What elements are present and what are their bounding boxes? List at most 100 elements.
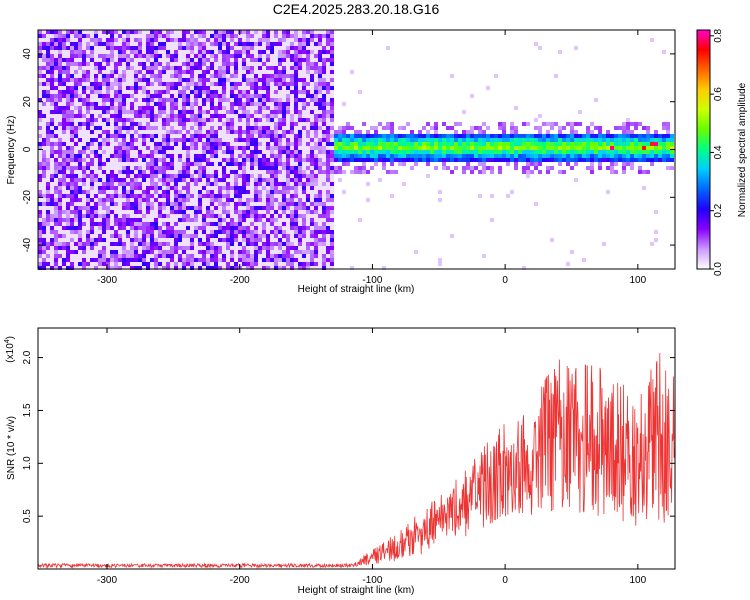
spectrogram-cell [122, 62, 126, 66]
spectrogram-cell [242, 198, 246, 202]
spectrogram-cell [166, 118, 170, 122]
spectrogram-cell [126, 226, 130, 230]
spectrogram-cell [102, 258, 106, 262]
spectrogram-cell [462, 166, 466, 170]
spectrogram-cell [258, 166, 262, 170]
spectrogram-cell [314, 42, 318, 46]
spectrogram-cell [306, 94, 310, 98]
spectrogram-cell [110, 66, 114, 70]
spectrogram-cell [314, 230, 318, 234]
spectrogram-cell [218, 42, 222, 46]
spectrogram-cell [406, 158, 410, 162]
spectrogram-cell [42, 126, 46, 130]
spectrogram-cell [162, 102, 166, 106]
spectrogram-cell [114, 258, 118, 262]
spectrogram-cell [278, 218, 282, 222]
spectrogram-cell [174, 138, 178, 142]
spectrogram-cell [222, 234, 226, 238]
spectrogram-cell [230, 234, 234, 238]
spectrogram-cell [322, 230, 326, 234]
spectrogram-cell [230, 254, 234, 258]
spectrogram-cell [278, 254, 282, 258]
spectrogram-cell [202, 38, 206, 42]
spectrogram-cell [42, 238, 46, 242]
spectrogram-cell [214, 150, 218, 154]
spectrogram-cell [130, 34, 134, 38]
spectrogram-cell [202, 254, 206, 258]
spectrogram-cell [50, 66, 54, 70]
spectrogram-cell [306, 138, 310, 142]
spectrogram-cell [210, 102, 214, 106]
spectrogram-cell [230, 258, 234, 262]
spectrogram-cell [474, 146, 478, 150]
spectrogram-cell [482, 154, 486, 158]
spectrogram-cell [250, 114, 254, 118]
spectrogram-cell [66, 82, 70, 86]
spectrogram-cell [278, 166, 282, 170]
spectrogram-cell [242, 142, 246, 146]
spectrogram-cell [278, 110, 282, 114]
spectrogram-cell [226, 250, 230, 254]
spectrogram-cell [62, 98, 66, 102]
spectrogram-cell [78, 94, 82, 98]
spectrogram-cell [98, 130, 102, 134]
spectrogram-cell [146, 190, 150, 194]
spectrogram-cell [282, 234, 286, 238]
spectrogram-cell [58, 166, 62, 170]
spectrogram-cell [270, 198, 274, 202]
spectrogram-cell [166, 238, 170, 242]
spectrogram-cell [162, 218, 166, 222]
spectrogram-cell [330, 130, 334, 134]
spectrogram-cell [146, 218, 150, 222]
spectrogram-cell [334, 138, 338, 142]
spectrogram-cell [322, 210, 326, 214]
spectrogram-cell [326, 202, 330, 206]
spectrogram-cell [210, 34, 214, 38]
spectrogram-cell [218, 146, 222, 150]
spectrogram-cell [334, 146, 338, 150]
spectrogram-cell [258, 254, 262, 258]
spectrogram-cell [270, 170, 274, 174]
spectrogram-cell [362, 138, 366, 142]
spectrogram-cell [138, 174, 142, 178]
spectrogram-cell [502, 154, 506, 158]
spectrogram-cell [42, 242, 46, 246]
spectrogram-cell [130, 130, 134, 134]
spectrogram-cell [70, 98, 74, 102]
spectrogram-cell [126, 166, 130, 170]
spectrogram-cell [262, 34, 266, 38]
spectrogram-cell [310, 206, 314, 210]
spectrogram-cell [222, 150, 226, 154]
spectrogram-cell [118, 174, 122, 178]
spectrogram-cell [90, 70, 94, 74]
spectrogram-cell [98, 230, 102, 234]
spectrogram-cell [218, 262, 222, 266]
spectrogram-cell [186, 194, 190, 198]
spectrogram-cell [250, 182, 254, 186]
spectrogram-cell [286, 198, 290, 202]
spectrogram-cell [310, 122, 314, 126]
spectrogram-cell [94, 218, 98, 222]
spectrogram-cell [254, 118, 258, 122]
spectrogram-cell [74, 98, 78, 102]
spectrogram-cell [186, 98, 190, 102]
spectrogram-cell [38, 230, 42, 234]
spectrogram-cell [142, 154, 146, 158]
spectrogram-cell [166, 198, 170, 202]
spectrogram-cell [190, 30, 194, 34]
spectrogram-cell [170, 46, 174, 50]
spectrogram-cell [514, 150, 518, 154]
spectrogram-cell [166, 150, 170, 154]
spectrogram-cell [210, 74, 214, 78]
spectrogram-cell [82, 190, 86, 194]
spectrogram-cell [306, 38, 310, 42]
spectrogram-cell [198, 186, 202, 190]
spectrogram-cell [178, 42, 182, 46]
spectrogram-cell [190, 202, 194, 206]
spectrogram-cell [74, 106, 78, 110]
spectrogram-cell [54, 118, 58, 122]
spectrogram-cell [402, 154, 406, 158]
spectrogram-cell [98, 38, 102, 42]
spectrogram-cell [330, 98, 334, 102]
spectrogram-cell [374, 134, 378, 138]
